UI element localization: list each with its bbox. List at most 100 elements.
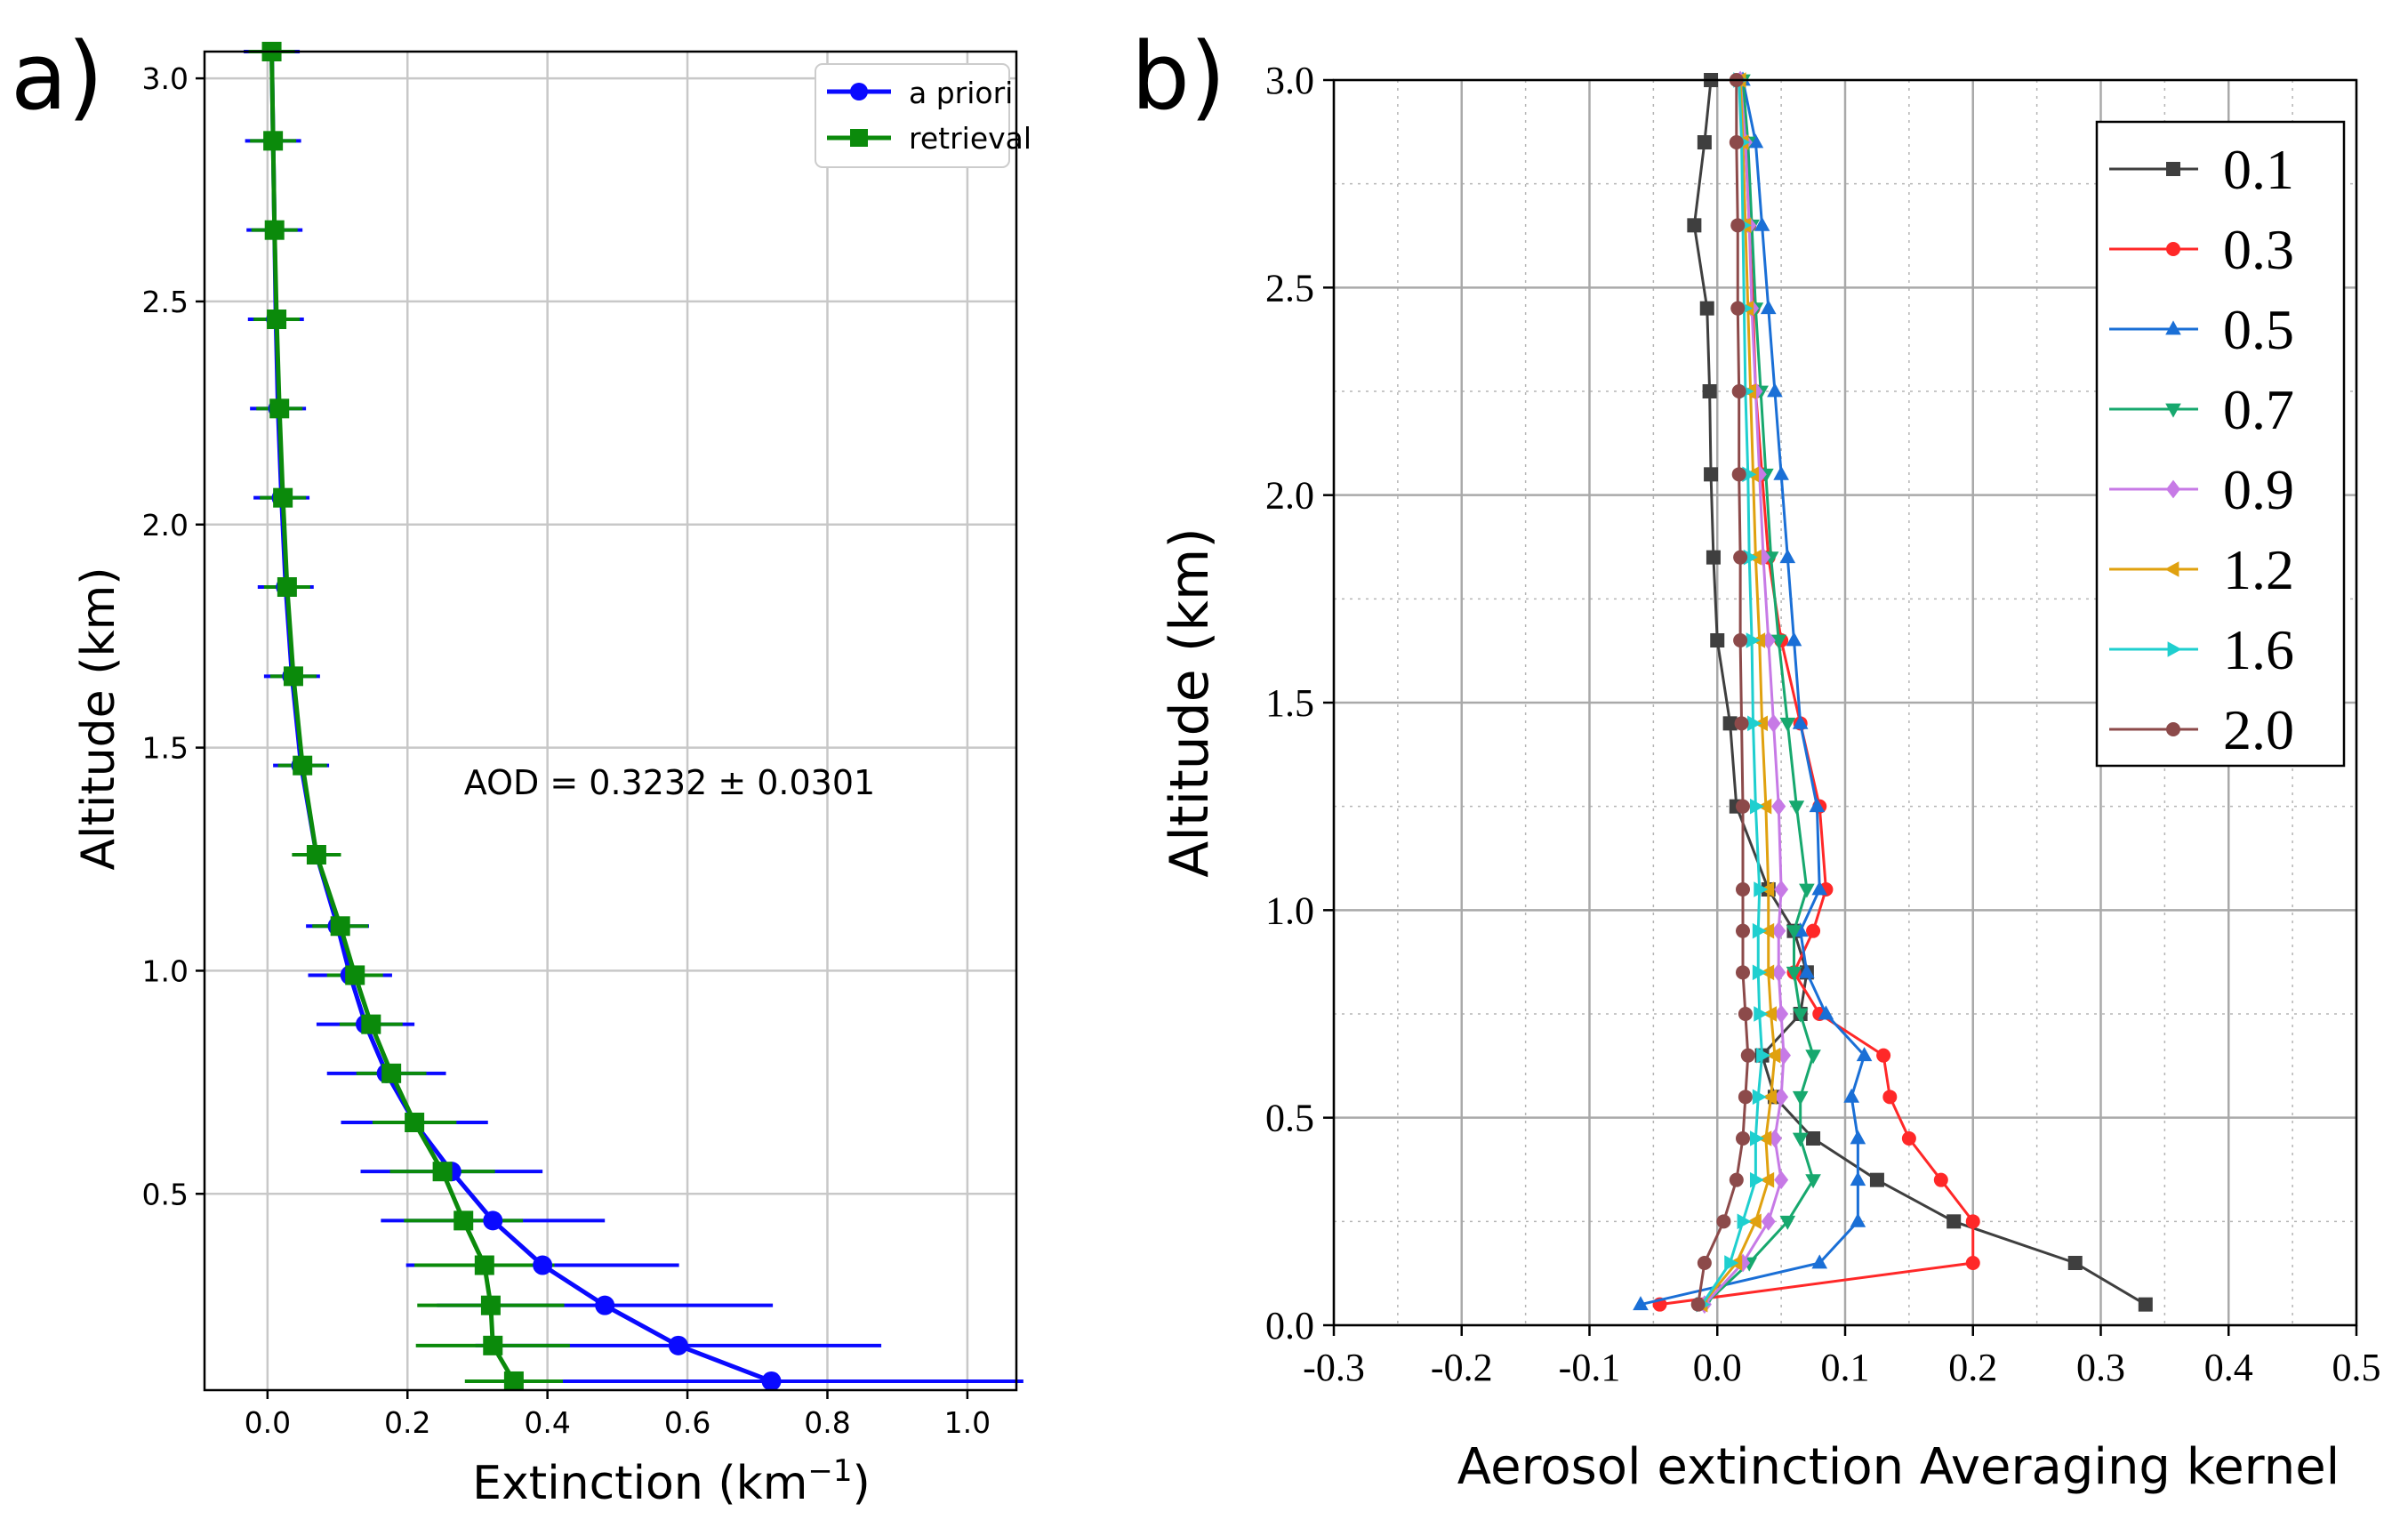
panel-b-ytick-label: 2.5 <box>1265 266 1314 310</box>
panel-b-point-k12 <box>1757 1130 1772 1146</box>
panel-b-point-k01 <box>1946 1214 1962 1229</box>
panel-b-point-k05 <box>1809 798 1826 813</box>
panel-a-xlabel-text: Extinction <box>472 1457 703 1510</box>
panel-a-point-retrieval <box>432 1162 453 1182</box>
panel-b-ytick-label: 2.0 <box>1265 474 1314 518</box>
panel-b-point-k12 <box>1766 1047 1781 1064</box>
panel-b-point-k16 <box>1752 1089 1767 1106</box>
panel-b-point-k03 <box>1876 1048 1891 1063</box>
legend-label-k12: 1.2 <box>2223 538 2294 601</box>
panel-b-label: b) <box>1131 22 1226 131</box>
panel-a-xtick-label: 0.4 <box>524 1405 570 1440</box>
panel-a-xtick-label: 0.0 <box>245 1405 291 1440</box>
panel-b-point-k05 <box>1856 1047 1873 1062</box>
panel-b-point-k12 <box>1760 1171 1775 1188</box>
legend-marker-k07 <box>2165 403 2181 418</box>
panel-b-point-k16 <box>1743 549 1758 566</box>
panel-b-point-k07 <box>1779 1215 1796 1230</box>
legend-label-k20: 2.0 <box>2223 698 2294 761</box>
panel-b-point-k03 <box>1882 1090 1898 1105</box>
legend-apriori-marker <box>850 83 868 101</box>
panel-b-ylabel: Altitude (km) <box>1159 527 1221 878</box>
panel-b-ytick-label: 3.0 <box>1265 59 1314 102</box>
panel-b-point-k01 <box>1699 301 1714 316</box>
panel-a-ytick-label: 2.0 <box>142 508 189 543</box>
panel-b-point-k20 <box>1738 1007 1753 1021</box>
panel-b-point-k05 <box>1799 963 1815 978</box>
legend-label-k07: 0.7 <box>2223 378 2294 441</box>
legend-label-k09: 0.9 <box>2223 458 2294 521</box>
panel-b-point-k20 <box>1734 716 1749 731</box>
panel-a-point-retrieval <box>267 310 287 329</box>
panel-b-point-k09 <box>1774 1004 1789 1024</box>
panel-a-point-apriori <box>483 1210 503 1231</box>
panel-a-xlabel-unit: (km <box>718 1457 807 1510</box>
panel-a: a) 0.0 0.2 0.4 0.6 0.8 1.00.51.01.52.02.53.0 … <box>11 22 1031 1510</box>
panel-a-point-retrieval <box>454 1210 474 1231</box>
panel-a-point-retrieval <box>293 755 313 776</box>
panel-b-point-k12 <box>1746 1213 1762 1230</box>
panel-b-point-k12 <box>1760 922 1775 939</box>
panel-a-data <box>244 42 1023 1391</box>
panel-a-point-retrieval <box>503 1371 524 1391</box>
panel-b-xtick-label: -0.3 <box>1303 1346 1365 1389</box>
panel-a-point-apriori <box>668 1335 688 1355</box>
panel-b-point-k01 <box>1687 218 1702 233</box>
panel-b-point-k05 <box>1779 549 1796 564</box>
panel-b-legend: 0.1 0.3 0.5 0.7 0.9 1.2 1.6 2.0 <box>2095 120 2346 768</box>
panel-b-line-k20 <box>1697 80 1750 1305</box>
panel-a-xlabel-close: ) <box>853 1457 871 1510</box>
panel-b-point-k05 <box>1811 881 1828 896</box>
panel-a-xtick-label: 1.0 <box>944 1405 991 1440</box>
panel-b-point-k09 <box>1774 880 1789 899</box>
panel-b-point-k01 <box>1710 633 1725 647</box>
legend-marker-k12 <box>2164 561 2179 577</box>
panel-a-ticks: 0.0 0.2 0.4 0.6 0.8 1.0 0.5 1.0 1.5 2.0 2.5 3.0 <box>142 61 991 1440</box>
legend-marker-k20 <box>2166 722 2180 736</box>
legend-label-k01: 0.1 <box>2223 138 2294 201</box>
legend-apriori-label: a priori <box>909 76 1013 110</box>
panel-b-legend-box <box>2095 120 2346 768</box>
panel-a-point-retrieval <box>405 1113 425 1132</box>
panel-b-point-k12 <box>1757 798 1772 815</box>
panel-b-point-k12 <box>1762 1006 1778 1022</box>
panel-b-point-k05 <box>1760 300 1777 315</box>
panel-b-point-k07 <box>1799 883 1815 898</box>
panel-b-point-k05 <box>1786 631 1802 647</box>
panel-a-grid <box>205 52 1016 1390</box>
legend-label-k16: 1.6 <box>2223 618 2294 681</box>
panel-b-ytick-label: 0.5 <box>1265 1097 1314 1140</box>
panel-a-xlabel: Extinction (km−1) <box>472 1453 871 1510</box>
panel-b-data <box>1633 70 2153 1315</box>
panel-b-point-k03 <box>1933 1172 1948 1187</box>
panel-b-point-k20 <box>1690 1297 1706 1312</box>
panel-a-ytick-label: 1.5 <box>142 731 189 766</box>
panel-b-point-k07 <box>1779 717 1796 732</box>
panel-b-point-k20 <box>1697 1256 1712 1270</box>
panel-b-point-k05 <box>1843 1088 1859 1103</box>
panel-b-point-k09 <box>1771 962 1786 982</box>
panel-a-ylabel: Altitude (km) <box>72 567 125 870</box>
panel-b-point-k05 <box>1767 382 1783 398</box>
panel-b-point-k01 <box>1704 467 1719 482</box>
panel-b-xtick-label: 0.5 <box>2332 1346 2381 1389</box>
legend-marker-k09 <box>2166 479 2180 499</box>
panel-b-point-k16 <box>1754 1006 1769 1022</box>
panel-a-point-retrieval <box>474 1255 494 1275</box>
panel-b-point-k07 <box>1786 966 1802 981</box>
panel-b-point-k20 <box>1736 799 1750 814</box>
panel-b-point-k07 <box>1770 634 1787 649</box>
panel-b-ytick-label: 1.0 <box>1265 889 1314 932</box>
panel-a-ytick-label: 3.0 <box>142 61 189 96</box>
panel-b-point-k07 <box>1805 1050 1821 1065</box>
panel-b-point-k16 <box>1756 1047 1771 1064</box>
panel-b-xlabel: Aerosol extinction Averaging kernel <box>1457 1438 2340 1496</box>
panel-a-line-retrieval <box>269 51 517 1383</box>
panel-b-point-k16 <box>1724 1255 1739 1271</box>
panel-a-point-retrieval <box>345 965 365 985</box>
panel-b-point-k01 <box>1869 1172 1884 1187</box>
panel-b-point-k09 <box>1774 1170 1789 1190</box>
panel-b-point-k20 <box>1730 301 1746 316</box>
panel-b-point-k07 <box>1792 1090 1809 1106</box>
panel-a-xtick-label: 0.2 <box>384 1405 430 1440</box>
